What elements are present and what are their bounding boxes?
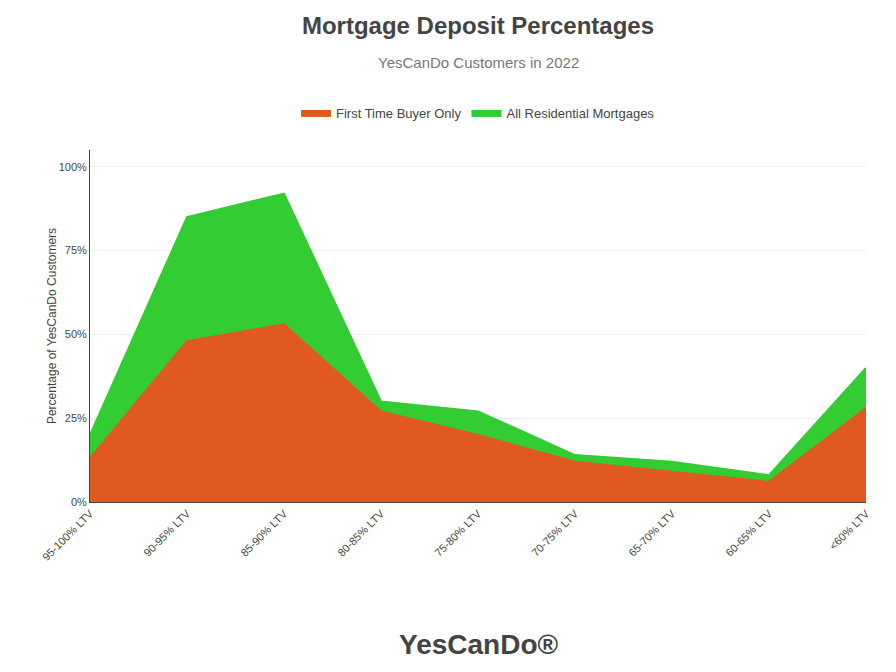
svg-text:80-85% LTV: 80-85% LTV: [335, 507, 387, 559]
svg-text:75-80% LTV: 75-80% LTV: [432, 507, 484, 559]
svg-text:<60% LTV: <60% LTV: [827, 507, 872, 552]
svg-text:65-70% LTV: 65-70% LTV: [626, 507, 678, 559]
svg-text:First Time Buyer Only: First Time Buyer Only: [336, 106, 461, 121]
svg-text:YesCanDo Customers in 2022: YesCanDo Customers in 2022: [378, 54, 579, 71]
svg-text:Percentage of YesCanDo Custome: Percentage of YesCanDo Customers: [45, 228, 59, 424]
svg-text:85-90% LTV: 85-90% LTV: [238, 507, 290, 559]
svg-text:YesCanDo®: YesCanDo®: [399, 629, 558, 660]
svg-text:100%: 100%: [59, 161, 87, 173]
svg-text:75%: 75%: [65, 244, 87, 256]
svg-text:50%: 50%: [65, 328, 87, 340]
svg-text:All Residential Mortgages: All Residential Mortgages: [506, 106, 654, 121]
svg-text:60-65% LTV: 60-65% LTV: [723, 507, 775, 559]
svg-text:0%: 0%: [71, 496, 87, 508]
svg-text:Mortgage Deposit Percentages: Mortgage Deposit Percentages: [302, 12, 654, 39]
svg-text:25%: 25%: [65, 412, 87, 424]
svg-text:90-95% LTV: 90-95% LTV: [141, 507, 193, 559]
svg-text:95-100% LTV: 95-100% LTV: [40, 507, 96, 563]
svg-text:70-75% LTV: 70-75% LTV: [529, 507, 581, 559]
